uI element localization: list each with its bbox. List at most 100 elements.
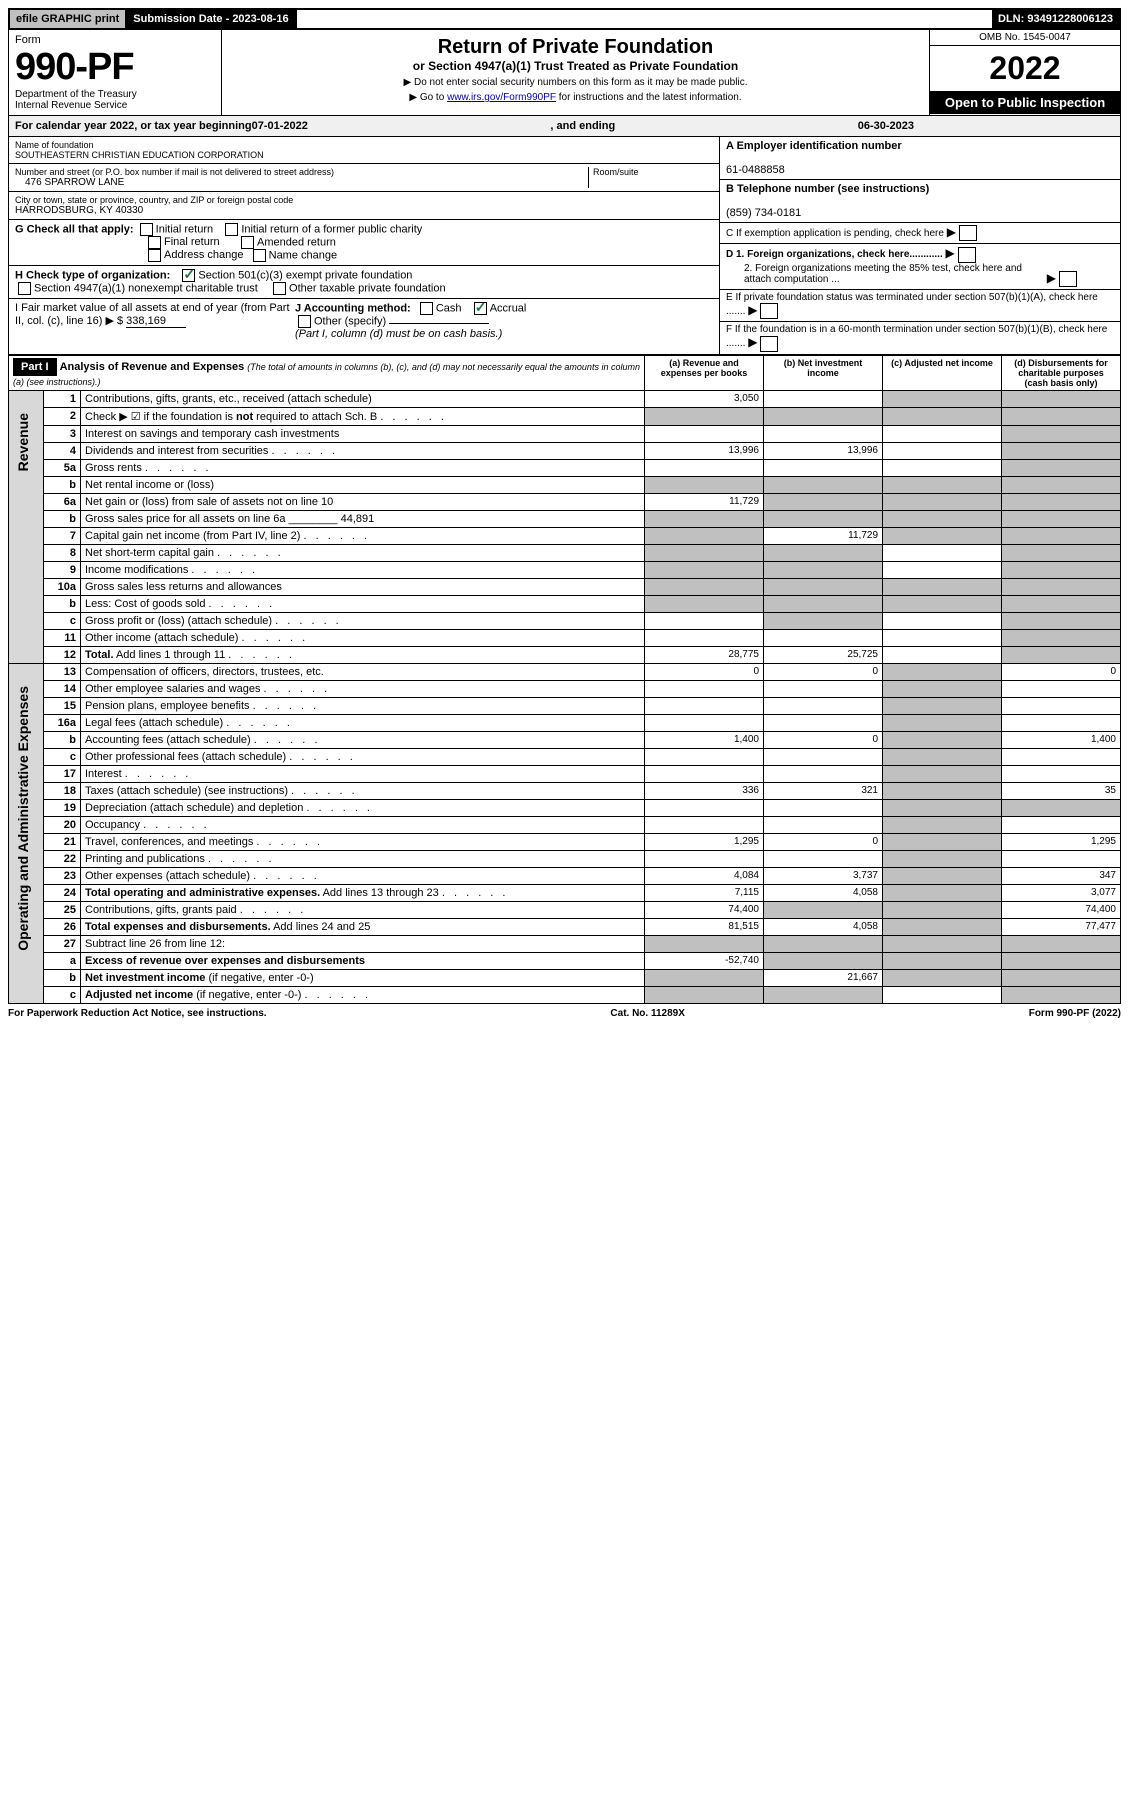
row-num: 5a — [44, 459, 81, 476]
row-num: 18 — [44, 782, 81, 799]
checkbox-cash[interactable] — [420, 302, 433, 315]
row-desc: Contributions, gifts, grants paid . . . … — [81, 901, 645, 918]
dln: DLN: 93491228006123 — [992, 10, 1119, 28]
table-row: 16aLegal fees (attach schedule) . . . . … — [9, 714, 1121, 731]
table-row: 21Travel, conferences, and meetings . . … — [9, 833, 1121, 850]
col-b-header: (b) Net investment income — [764, 355, 883, 390]
form-ref: Form 990-PF (2022) — [1029, 1008, 1121, 1019]
row-desc: Gross sales price for all assets on line… — [81, 510, 645, 527]
open-public-badge: Open to Public Inspection — [930, 91, 1120, 114]
table-row: bNet investment income (if negative, ent… — [9, 969, 1121, 986]
row-desc: Capital gain net income (from Part IV, l… — [81, 527, 645, 544]
row-desc: Depreciation (attach schedule) and deple… — [81, 799, 645, 816]
row-num: 8 — [44, 544, 81, 561]
checkbox-initial-former[interactable] — [225, 223, 238, 236]
row-desc: Accounting fees (attach schedule) . . . … — [81, 731, 645, 748]
part1-table: Part I Analysis of Revenue and Expenses … — [8, 355, 1121, 1004]
row-desc: Taxes (attach schedule) (see instruction… — [81, 782, 645, 799]
efile-label[interactable]: efile GRAPHIC print — [10, 10, 127, 28]
row-num: 26 — [44, 918, 81, 935]
checkbox-accrual[interactable] — [474, 302, 487, 315]
table-row: 7Capital gain net income (from Part IV, … — [9, 527, 1121, 544]
checkbox-f[interactable] — [760, 336, 778, 352]
row-num: b — [44, 510, 81, 527]
row-num: 22 — [44, 850, 81, 867]
table-row: cGross profit or (loss) (attach schedule… — [9, 612, 1121, 629]
row-desc: Income modifications . . . . . . — [81, 561, 645, 578]
row-num: 2 — [44, 407, 81, 425]
revenue-side-label: Revenue — [13, 393, 33, 491]
row-num: b — [44, 731, 81, 748]
note-link: ▶ Go to www.irs.gov/Form990PF for instru… — [228, 92, 923, 103]
tax-year: 2022 — [930, 46, 1120, 91]
checkbox-other-taxable[interactable] — [273, 282, 286, 295]
section-e: E If private foundation status was termi… — [720, 290, 1120, 322]
col-d-header: (d) Disbursements for charitable purpose… — [1002, 355, 1121, 390]
year-end: 06-30-2023 — [858, 120, 914, 132]
checkbox-amended[interactable] — [241, 236, 254, 249]
row-num: 7 — [44, 527, 81, 544]
row-desc: Dividends and interest from securities .… — [81, 442, 645, 459]
table-row: Revenue1Contributions, gifts, grants, et… — [9, 390, 1121, 407]
checkbox-name-change[interactable] — [253, 249, 266, 262]
section-d: D 1. Foreign organizations, check here..… — [720, 244, 1120, 290]
checkbox-final[interactable] — [148, 236, 161, 249]
row-desc: Other professional fees (attach schedule… — [81, 748, 645, 765]
row-desc: Net gain or (loss) from sale of assets n… — [81, 493, 645, 510]
ein-label: A Employer identification number — [726, 140, 902, 152]
row-desc: Total operating and administrative expen… — [81, 884, 645, 901]
table-row: bAccounting fees (attach schedule) . . .… — [9, 731, 1121, 748]
row-desc: Occupancy . . . . . . — [81, 816, 645, 833]
section-g: G Check all that apply: Initial return I… — [9, 220, 719, 266]
ein-value: 61-0488858 — [726, 164, 785, 176]
cat-no: Cat. No. 11289X — [610, 1008, 684, 1019]
row-desc: Other income (attach schedule) . . . . .… — [81, 629, 645, 646]
row-desc: Other employee salaries and wages . . . … — [81, 680, 645, 697]
city-state-zip: HARRODSBURG, KY 40330 — [15, 205, 713, 216]
row-desc: Total. Add lines 1 through 11 . . . . . … — [81, 646, 645, 663]
col-a-header: (a) Revenue and expenses per books — [645, 355, 764, 390]
checkbox-e[interactable] — [760, 303, 778, 319]
table-row: 18Taxes (attach schedule) (see instructi… — [9, 782, 1121, 799]
table-row: 24Total operating and administrative exp… — [9, 884, 1121, 901]
section-h: H Check type of organization: Section 50… — [9, 266, 719, 299]
row-desc: Less: Cost of goods sold . . . . . . — [81, 595, 645, 612]
table-row: 8Net short-term capital gain . . . . . . — [9, 544, 1121, 561]
row-desc: Travel, conferences, and meetings . . . … — [81, 833, 645, 850]
table-row: 12Total. Add lines 1 through 11 . . . . … — [9, 646, 1121, 663]
form-header: Form 990-PF Department of the Treasury I… — [8, 30, 1121, 116]
checkbox-initial[interactable] — [140, 223, 153, 236]
table-row: 11Other income (attach schedule) . . . .… — [9, 629, 1121, 646]
instructions-link[interactable]: www.irs.gov/Form990PF — [447, 92, 556, 103]
form-label: Form — [15, 34, 215, 46]
row-num: 23 — [44, 867, 81, 884]
note-ssn: ▶ Do not enter social security numbers o… — [228, 77, 923, 88]
row-num: 25 — [44, 901, 81, 918]
checkbox-c[interactable] — [959, 225, 977, 241]
table-row: 5aGross rents . . . . . . — [9, 459, 1121, 476]
room-label: Room/suite — [593, 167, 713, 177]
submission-date: Submission Date - 2023-08-16 — [127, 10, 296, 28]
table-row: 23Other expenses (attach schedule) . . .… — [9, 867, 1121, 884]
checkbox-d2[interactable] — [1059, 271, 1077, 287]
fmv-value: 338,169 — [126, 315, 186, 328]
row-num: 13 — [44, 663, 81, 680]
checkbox-4947[interactable] — [18, 282, 31, 295]
checkbox-501c3[interactable] — [182, 269, 195, 282]
foundation-name: SOUTHEASTERN CHRISTIAN EDUCATION CORPORA… — [15, 150, 713, 160]
table-row: 4Dividends and interest from securities … — [9, 442, 1121, 459]
row-num: b — [44, 476, 81, 493]
table-row: 17Interest . . . . . . — [9, 765, 1121, 782]
street-address: 476 SPARROW LANE — [15, 177, 588, 188]
irs-label: Internal Revenue Service — [15, 100, 215, 111]
checkbox-other-method[interactable] — [298, 315, 311, 328]
row-num: 17 — [44, 765, 81, 782]
table-row: 20Occupancy . . . . . . — [9, 816, 1121, 833]
row-desc: Interest . . . . . . — [81, 765, 645, 782]
checkbox-addr-change[interactable] — [148, 249, 161, 262]
table-row: bGross sales price for all assets on lin… — [9, 510, 1121, 527]
section-f: F If the foundation is in a 60-month ter… — [720, 322, 1120, 353]
row-desc: Net rental income or (loss) — [81, 476, 645, 493]
checkbox-d1[interactable] — [958, 247, 976, 263]
table-row: 10aGross sales less returns and allowanc… — [9, 578, 1121, 595]
